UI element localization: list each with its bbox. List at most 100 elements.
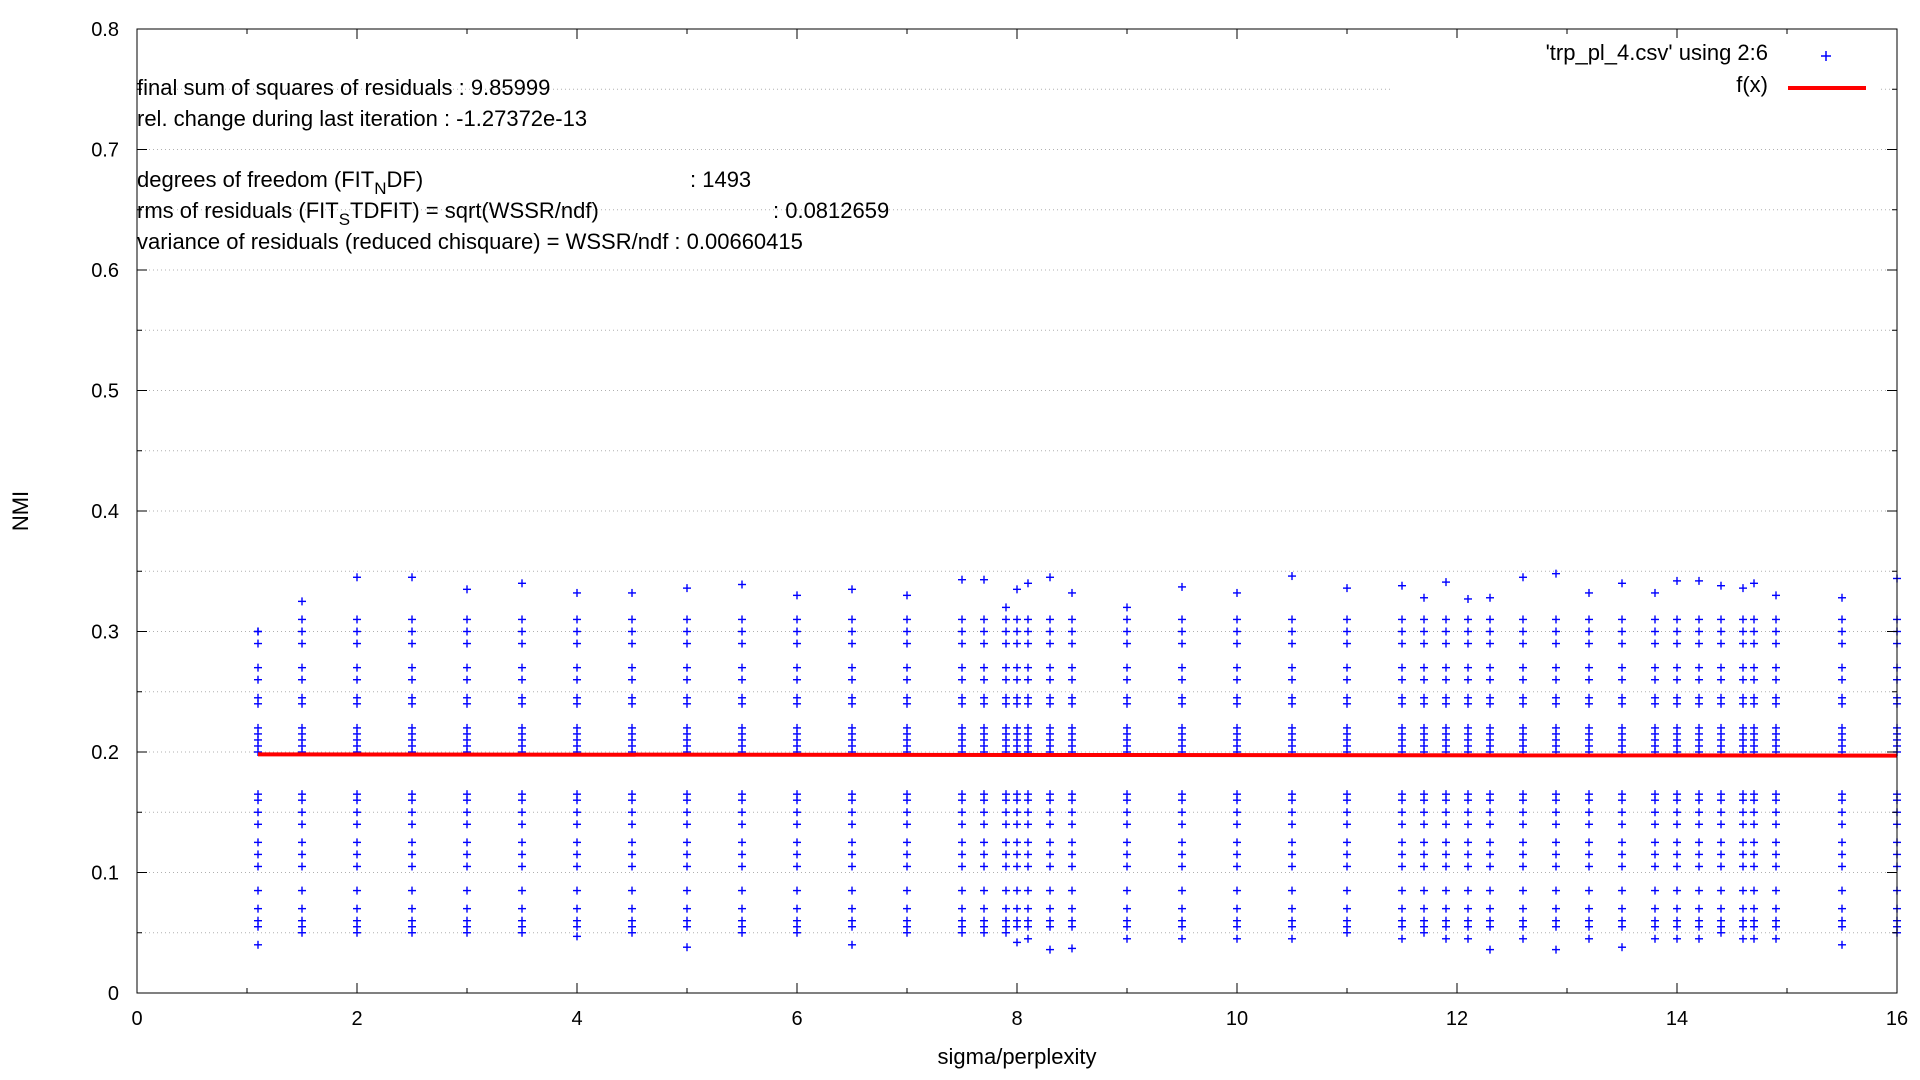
data-point xyxy=(463,790,471,799)
data-point xyxy=(738,663,746,672)
data-point xyxy=(1673,808,1681,817)
data-point xyxy=(408,820,416,829)
data-point xyxy=(1585,808,1593,817)
data-point xyxy=(738,580,746,589)
data-point xyxy=(1618,579,1626,588)
data-point xyxy=(1178,615,1186,624)
data-point xyxy=(1695,934,1703,943)
data-point xyxy=(1552,693,1560,702)
data-point xyxy=(1673,693,1681,702)
data-point xyxy=(1046,639,1054,648)
data-point xyxy=(1739,675,1747,684)
data-point xyxy=(1838,838,1846,847)
data-point xyxy=(1068,862,1076,871)
data-point xyxy=(1178,850,1186,859)
data-point xyxy=(1750,579,1758,588)
data-point xyxy=(1233,850,1241,859)
data-point xyxy=(1123,850,1131,859)
data-point xyxy=(1739,584,1747,593)
data-point xyxy=(958,615,966,624)
data-point xyxy=(1002,820,1010,829)
data-point xyxy=(254,639,262,648)
data-point xyxy=(1068,790,1076,799)
data-point xyxy=(1717,639,1725,648)
data-point xyxy=(1464,790,1472,799)
data-point xyxy=(1233,916,1241,925)
data-point xyxy=(1233,639,1241,648)
data-point xyxy=(1398,639,1406,648)
data-point xyxy=(353,675,361,684)
data-point xyxy=(1233,627,1241,636)
data-point xyxy=(463,627,471,636)
x-axis-label: sigma/perplexity xyxy=(938,1044,1097,1069)
data-point xyxy=(1233,588,1241,597)
data-point xyxy=(903,850,911,859)
data-point xyxy=(1343,820,1351,829)
data-point xyxy=(1002,862,1010,871)
data-point xyxy=(1772,663,1780,672)
data-point xyxy=(573,808,581,817)
data-point xyxy=(254,838,262,847)
data-point xyxy=(903,916,911,925)
data-point xyxy=(1343,584,1351,593)
data-point xyxy=(573,639,581,648)
data-point xyxy=(1288,627,1296,636)
data-point xyxy=(958,663,966,672)
data-point xyxy=(1464,916,1472,925)
data-point xyxy=(1838,850,1846,859)
y-tick-label: 0.6 xyxy=(91,260,119,282)
data-point xyxy=(1750,723,1758,732)
data-point xyxy=(1013,675,1021,684)
data-point xyxy=(628,928,636,937)
data-point xyxy=(1288,663,1296,672)
data-point xyxy=(1068,663,1076,672)
data-point xyxy=(1178,916,1186,925)
y-tick-label: 0.5 xyxy=(91,381,119,403)
data-point xyxy=(408,916,416,925)
data-point xyxy=(1013,585,1021,594)
data-point xyxy=(1442,916,1450,925)
data-point xyxy=(1585,904,1593,913)
data-point xyxy=(1772,850,1780,859)
data-point xyxy=(1464,594,1472,603)
data-point xyxy=(518,627,526,636)
data-point xyxy=(1002,615,1010,624)
data-point xyxy=(1442,675,1450,684)
data-point xyxy=(980,675,988,684)
data-point xyxy=(793,675,801,684)
data-point xyxy=(1585,886,1593,895)
data-point xyxy=(463,838,471,847)
data-point xyxy=(408,790,416,799)
data-point xyxy=(353,573,361,582)
data-point xyxy=(1420,886,1428,895)
data-point xyxy=(1717,850,1725,859)
data-point xyxy=(1618,627,1626,636)
data-point xyxy=(1013,723,1021,732)
data-point xyxy=(1750,808,1758,817)
x-tick-label: 6 xyxy=(791,1008,802,1030)
data-point xyxy=(1442,820,1450,829)
data-point xyxy=(1772,886,1780,895)
data-point xyxy=(1486,945,1494,954)
data-point xyxy=(1772,615,1780,624)
data-point xyxy=(1585,639,1593,648)
data-point xyxy=(1178,639,1186,648)
data-point xyxy=(1739,627,1747,636)
data-point xyxy=(1288,820,1296,829)
data-point xyxy=(1024,886,1032,895)
data-point xyxy=(793,820,801,829)
data-point xyxy=(628,588,636,597)
data-point xyxy=(793,723,801,732)
data-point xyxy=(1772,838,1780,847)
data-point xyxy=(353,904,361,913)
data-point xyxy=(518,850,526,859)
data-point xyxy=(1046,886,1054,895)
data-point xyxy=(980,663,988,672)
data-point xyxy=(1717,693,1725,702)
data-point xyxy=(1343,693,1351,702)
data-point xyxy=(1519,838,1527,847)
data-point xyxy=(1739,904,1747,913)
data-point xyxy=(1695,820,1703,829)
data-point xyxy=(793,904,801,913)
data-point xyxy=(683,916,691,925)
